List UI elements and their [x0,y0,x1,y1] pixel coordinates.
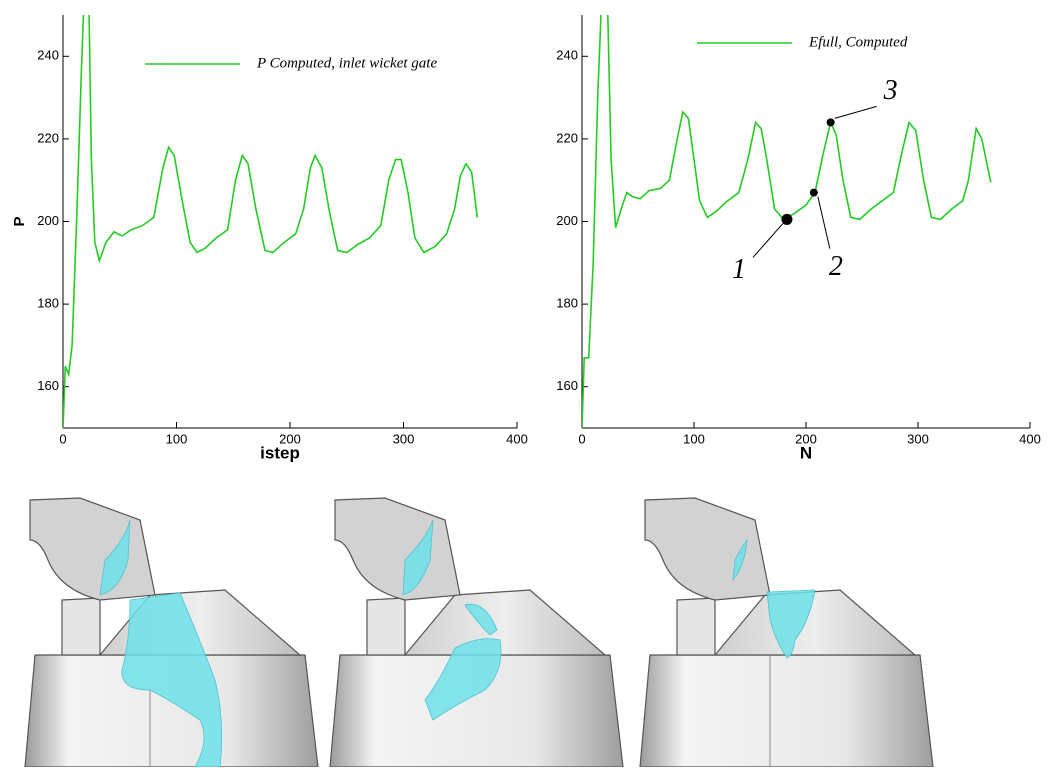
y-tick-label: 200 [37,213,59,228]
x-tick-label: 200 [279,431,301,446]
y-tick-label: 220 [556,130,578,145]
y-tick-label: 160 [37,378,59,393]
wicket [29,497,156,601]
stay-vane [366,597,406,656]
rendering-3 [639,497,934,768]
annotation-label: 2 [829,251,843,282]
vortex [464,603,498,636]
cone [403,589,607,656]
data-line [63,15,479,428]
y-tick-label: 160 [556,378,578,393]
vortex [402,519,434,596]
x-tick-label: 400 [1019,431,1041,446]
x-tick-label: 100 [683,431,705,446]
rendering-1 [24,497,319,768]
y-tick-label: 240 [37,48,59,63]
renderings [24,497,934,768]
x-tick-label: 200 [795,431,817,446]
plot-area [63,15,479,428]
annotation-point [809,188,818,197]
y-tick-label: 200 [556,213,578,228]
data-line [582,15,992,428]
legend-label: Efull, Computed [808,34,908,50]
wicket [334,497,461,601]
x-tick-label: 0 [578,431,585,446]
wicket [644,497,771,601]
y-tick-label: 240 [556,48,578,63]
annotation-point [781,213,793,225]
y-tick-label: 220 [37,130,59,145]
vortex [121,592,223,768]
plot-area [582,15,992,428]
vortex [766,589,816,659]
cylinder [639,654,934,768]
y-tick-label: 180 [37,296,59,311]
leader-line [817,196,831,249]
annotation-point [826,118,835,127]
cone [713,589,917,656]
x-axis-label: N [800,443,812,462]
vortex [424,638,502,721]
x-tick-label: 300 [907,431,929,446]
vortex [99,519,131,596]
x-tick-label: 100 [166,431,188,446]
y-tick-label: 180 [556,296,578,311]
y-axis-label: P [11,216,28,226]
x-axis-label: istep [260,443,300,462]
stay-vane [676,597,716,656]
x-tick-label: 0 [59,431,66,446]
vortex [732,538,748,582]
legend-label: P Computed, inlet wicket gate [256,55,437,71]
annotation-label: 3 [883,75,898,106]
leader-line [834,105,877,119]
annotation-label: 1 [732,254,746,285]
x-tick-label: 400 [506,431,528,446]
stay-vane [61,597,101,656]
x-tick-label: 300 [393,431,415,446]
leader-line [752,223,784,258]
rendering-2 [329,497,624,768]
